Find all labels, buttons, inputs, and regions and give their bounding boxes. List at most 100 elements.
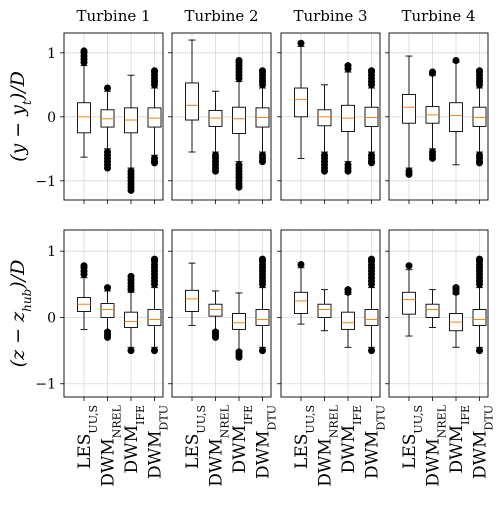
box bbox=[294, 87, 308, 118]
flier bbox=[368, 67, 375, 75]
box bbox=[317, 109, 332, 127]
box bbox=[294, 291, 308, 314]
x-tick-label-main: DWM bbox=[254, 430, 274, 479]
flier bbox=[151, 347, 158, 355]
flier bbox=[151, 159, 158, 167]
x-tick-label-main: DWM bbox=[447, 425, 467, 474]
x-tick-label: DWMDTU bbox=[254, 405, 279, 479]
frame bbox=[171, 229, 272, 398]
frame bbox=[63, 32, 164, 201]
box bbox=[317, 303, 332, 318]
panel-title: Turbine 1 bbox=[76, 7, 150, 25]
x-tick-label-main: DWM bbox=[99, 438, 119, 487]
y-axis-label: (z − zhub)/D bbox=[7, 260, 34, 368]
box bbox=[185, 289, 199, 312]
x-tick-label-sub: IFE bbox=[351, 405, 364, 425]
flier bbox=[259, 255, 266, 263]
x-tick-label-main: LES bbox=[75, 434, 95, 469]
x-tick-label: DWMDTU bbox=[471, 405, 496, 479]
x-tick-label-main: DWM bbox=[207, 438, 227, 487]
flier bbox=[429, 154, 436, 162]
box bbox=[255, 309, 270, 326]
flier bbox=[127, 272, 135, 280]
flier bbox=[235, 183, 243, 191]
flier bbox=[235, 57, 243, 65]
y-tick-label: 0 bbox=[47, 310, 56, 326]
x-tick-label-main: DWM bbox=[471, 430, 491, 479]
x-tick-label-main: DWM bbox=[122, 425, 142, 474]
x-tick-label: DWMNREL bbox=[207, 404, 232, 486]
flier bbox=[476, 159, 483, 167]
panel-title: Turbine 3 bbox=[293, 7, 367, 25]
x-tick-label: DWMIFE bbox=[447, 405, 472, 474]
flier bbox=[368, 159, 375, 167]
box bbox=[124, 311, 138, 328]
flier bbox=[297, 260, 305, 268]
x-tick-label-main: DWM bbox=[316, 438, 336, 487]
box bbox=[472, 309, 487, 326]
flier bbox=[297, 39, 305, 47]
box bbox=[402, 93, 416, 124]
flier bbox=[151, 67, 158, 75]
panel: Turbine 3 bbox=[277, 7, 381, 204]
x-tick-label: DWMNREL bbox=[99, 404, 124, 486]
x-tick-label-sub: UU,S bbox=[412, 405, 425, 434]
y-tick-label: 1 bbox=[47, 244, 56, 260]
flier bbox=[405, 170, 413, 178]
panel-title: Turbine 4 bbox=[401, 7, 475, 25]
x-tick-label: DWMIFE bbox=[122, 405, 147, 474]
x-tick-label-sub: UU,S bbox=[195, 405, 208, 434]
x-tick-label-main: DWM bbox=[424, 438, 444, 487]
flier bbox=[212, 333, 219, 341]
y-axis-label: (y − yt)/D bbox=[7, 71, 34, 162]
x-tick-label-main: DWM bbox=[339, 425, 359, 474]
x-tick-label-sub: DTU bbox=[374, 405, 387, 430]
flier bbox=[127, 347, 135, 355]
x-tick-label: LESUU,S bbox=[183, 405, 208, 469]
x-tick-label-sub: IFE bbox=[242, 405, 255, 425]
panel: −101(z − zhub)/DLESUU,SDWMNRELDWMIFEDWMD… bbox=[7, 229, 170, 487]
y-tick-label: −1 bbox=[35, 377, 56, 393]
flier bbox=[405, 262, 413, 270]
x-tick-label-main: LES bbox=[400, 434, 420, 469]
x-tick-label-sub: NREL bbox=[218, 404, 231, 438]
flier bbox=[151, 255, 158, 263]
y-tick-label: 1 bbox=[47, 46, 56, 62]
box bbox=[341, 311, 355, 330]
x-tick-label: DWMDTU bbox=[363, 405, 388, 479]
frame bbox=[388, 32, 489, 201]
y-tick-label: 0 bbox=[47, 110, 56, 126]
y-axis-label-part: t bbox=[20, 100, 34, 105]
x-tick-label-main: DWM bbox=[363, 430, 383, 479]
flier bbox=[344, 62, 352, 70]
flier bbox=[452, 284, 460, 292]
y-axis-label-part: hub bbox=[20, 289, 34, 312]
frame bbox=[280, 32, 381, 201]
box bbox=[472, 106, 487, 127]
flier bbox=[321, 167, 328, 175]
flier bbox=[104, 84, 111, 92]
x-tick-label: LESUU,S bbox=[400, 405, 425, 469]
box bbox=[402, 291, 416, 315]
x-tick-label-main: LES bbox=[292, 434, 312, 469]
flier bbox=[80, 47, 88, 55]
flier bbox=[259, 67, 266, 75]
x-tick-label-sub: DTU bbox=[482, 405, 495, 430]
box bbox=[147, 309, 162, 326]
frame bbox=[171, 32, 272, 201]
flier bbox=[476, 67, 483, 75]
flier bbox=[368, 347, 375, 355]
panel: Turbine 2 bbox=[168, 7, 272, 204]
x-tick-label: DWMNREL bbox=[424, 404, 449, 486]
flier bbox=[212, 167, 219, 175]
x-tick-label-sub: NREL bbox=[110, 404, 123, 438]
x-tick-label: DWMIFE bbox=[230, 405, 255, 474]
x-tick-label-sub: DTU bbox=[157, 405, 170, 430]
box bbox=[425, 303, 440, 318]
box bbox=[77, 102, 91, 134]
x-tick-label: DWMIFE bbox=[339, 405, 364, 474]
frame bbox=[63, 229, 164, 398]
y-axis-label-part: (y − y bbox=[7, 105, 29, 162]
